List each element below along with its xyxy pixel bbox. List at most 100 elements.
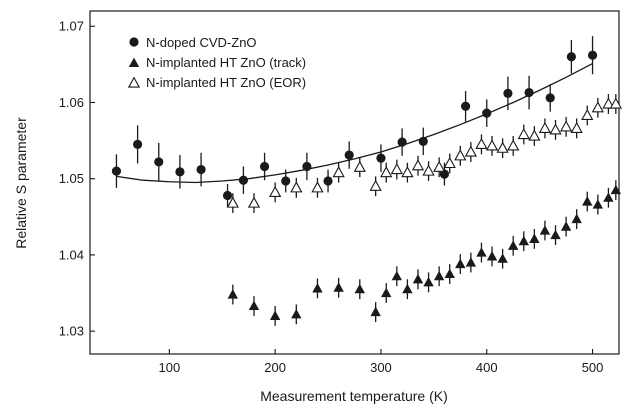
point-n-implanted-ht-zno-eor-5: [332, 166, 345, 178]
point-n-implanted-ht-zno-track-18: [486, 251, 498, 261]
point-n-doped-cvd-zno-21: [566, 52, 576, 62]
point-n-implanted-ht-zno-eor-0: [226, 196, 239, 208]
point-n-doped-cvd-zno-5: [222, 190, 233, 201]
legend-marker-n-implanted-track: [128, 57, 140, 68]
y-tick-label-4: 1.07: [59, 19, 84, 34]
point-n-implanted-ht-zno-track-6: [354, 283, 365, 294]
point-n-implanted-ht-zno-track-23: [539, 225, 551, 235]
point-n-implanted-ht-zno-eor-13: [433, 160, 446, 172]
point-n-doped-cvd-zno-13: [397, 137, 407, 147]
point-n-implanted-ht-zno-eor-19: [496, 141, 509, 153]
point-n-implanted-ht-zno-track-25: [560, 221, 572, 231]
point-n-implanted-ht-zno-eor-28: [591, 101, 604, 113]
legend-label-n-implanted-track: N-implanted HT ZnO (track): [146, 55, 306, 70]
point-n-implanted-ht-zno-track-8: [381, 287, 392, 298]
x-tick-label-200: 200: [264, 360, 286, 375]
point-n-implanted-ht-zno-track-22: [529, 233, 540, 243]
point-n-doped-cvd-zno-6: [238, 175, 249, 185]
point-n-doped-cvd-zno-1: [133, 139, 143, 149]
point-n-implanted-ht-zno-eor-11: [411, 159, 425, 171]
point-n-doped-cvd-zno-3: [175, 167, 185, 177]
point-n-implanted-ht-zno-eor-26: [570, 121, 583, 133]
point-n-implanted-ht-zno-track-7: [370, 306, 381, 317]
y-tick-label-1: 1.04: [59, 247, 84, 262]
x-tick-label-100: 100: [158, 360, 180, 375]
point-n-doped-cvd-zno-12: [376, 153, 386, 163]
point-n-implanted-ht-zno-eor-21: [517, 127, 530, 140]
point-n-doped-cvd-zno-14: [418, 136, 428, 146]
point-n-implanted-ht-zno-track-2: [269, 310, 281, 320]
point-n-implanted-ht-zno-track-27: [582, 196, 593, 206]
point-n-implanted-ht-zno-track-21: [518, 235, 529, 246]
point-n-implanted-ht-zno-track-9: [391, 270, 403, 281]
legend: N-doped CVD-ZnO N-implanted HT ZnO (trac…: [127, 35, 306, 90]
point-n-implanted-ht-zno-track-19: [497, 253, 508, 263]
point-n-implanted-ht-zno-eor-30: [609, 97, 622, 109]
point-n-doped-cvd-zno-20: [545, 93, 555, 103]
point-n-doped-cvd-zno-16: [460, 101, 471, 111]
point-n-implanted-ht-zno-track-0: [227, 289, 239, 299]
legend-marker-n-implanted-eor: [127, 76, 141, 88]
point-n-implanted-ht-zno-track-4: [312, 283, 323, 293]
point-n-implanted-ht-zno-track-30: [610, 184, 622, 195]
point-n-implanted-ht-zno-eor-6: [353, 160, 366, 172]
y-tick-label-3: 1.06: [59, 95, 84, 110]
y-axis-title: Relative S parameter: [13, 117, 29, 249]
x-axis-title: Measurement temperature (K): [260, 388, 448, 404]
fit-layer: [116, 63, 593, 184]
point-n-implanted-ht-zno-track-24: [550, 229, 561, 240]
y-tick-label-2: 1.05: [59, 171, 84, 186]
legend-label-n-implanted-eor: N-implanted HT ZnO (EOR): [146, 75, 306, 90]
marker-layer: [111, 50, 622, 320]
ticks-layer: 100 200 300 400 500 1.03 1.04 1.05 1.06 1.07: [59, 19, 604, 375]
point-n-doped-cvd-zno-7: [259, 161, 270, 172]
point-n-implanted-ht-zno-eor-14: [443, 156, 456, 169]
point-n-implanted-ht-zno-eor-16: [464, 145, 478, 157]
point-n-implanted-ht-zno-eor-17: [475, 137, 488, 149]
point-n-implanted-ht-zno-track-15: [455, 258, 466, 269]
legend-label-n-doped-cvd-zno: N-doped CVD-ZnO: [146, 35, 257, 50]
point-n-implanted-ht-zno-track-1: [248, 300, 260, 311]
point-n-doped-cvd-zno-17: [482, 108, 492, 118]
point-n-implanted-ht-zno-track-17: [476, 247, 487, 257]
point-n-implanted-ht-zno-track-3: [291, 308, 302, 319]
point-n-implanted-ht-zno-track-11: [412, 273, 424, 284]
point-n-implanted-ht-zno-eor-25: [559, 120, 573, 132]
point-n-implanted-ht-zno-eor-24: [549, 123, 562, 135]
point-n-implanted-ht-zno-eor-1: [247, 196, 261, 208]
x-tick-label-400: 400: [476, 360, 498, 375]
x-tick-label-300: 300: [370, 360, 392, 375]
point-n-implanted-ht-zno-eor-7: [369, 179, 382, 191]
legend-symbol-n-doped-cvd-zno: [129, 37, 139, 47]
point-n-implanted-ht-zno-eor-10: [401, 166, 414, 178]
point-n-doped-cvd-zno-22: [587, 50, 598, 60]
point-n-implanted-ht-zno-track-10: [402, 283, 413, 294]
point-n-implanted-ht-zno-eor-20: [507, 139, 520, 151]
fit-curve-n-doped-cvd-zno: [116, 63, 593, 184]
point-n-implanted-ht-zno-track-12: [423, 276, 434, 287]
point-n-doped-cvd-zno-4: [196, 164, 206, 175]
point-n-doped-cvd-zno-11: [344, 150, 354, 160]
point-n-implanted-ht-zno-track-28: [592, 199, 604, 209]
point-n-implanted-ht-zno-eor-8: [380, 166, 393, 178]
point-n-doped-cvd-zno-2: [154, 157, 164, 167]
point-n-implanted-ht-zno-track-20: [508, 240, 519, 250]
point-n-doped-cvd-zno-10: [323, 176, 333, 186]
legend-marker-n-doped-cvd-zno: [129, 37, 139, 47]
point-n-implanted-ht-zno-track-14: [444, 268, 455, 279]
point-n-implanted-ht-zno-eor-27: [581, 108, 594, 121]
point-n-implanted-ht-zno-eor-2: [269, 185, 282, 198]
plot-frame: [89, 10, 620, 355]
point-n-doped-cvd-zno-8: [281, 176, 291, 186]
point-n-implanted-ht-zno-track-26: [571, 213, 582, 224]
y-tick-label-0: 1.03: [59, 324, 84, 339]
point-n-implanted-ht-zno-eor-18: [485, 139, 499, 151]
point-n-implanted-ht-zno-track-29: [603, 192, 614, 202]
point-n-implanted-ht-zno-eor-22: [528, 129, 541, 141]
point-n-implanted-ht-zno-track-13: [433, 270, 445, 281]
point-n-implanted-ht-zno-eor-12: [422, 164, 435, 176]
legend-symbol-n-implanted-ht-zno-track: [128, 57, 140, 68]
point-n-implanted-ht-zno-eor-15: [454, 149, 467, 161]
legend-symbol-n-implanted-ht-zno-eor: [127, 76, 141, 88]
